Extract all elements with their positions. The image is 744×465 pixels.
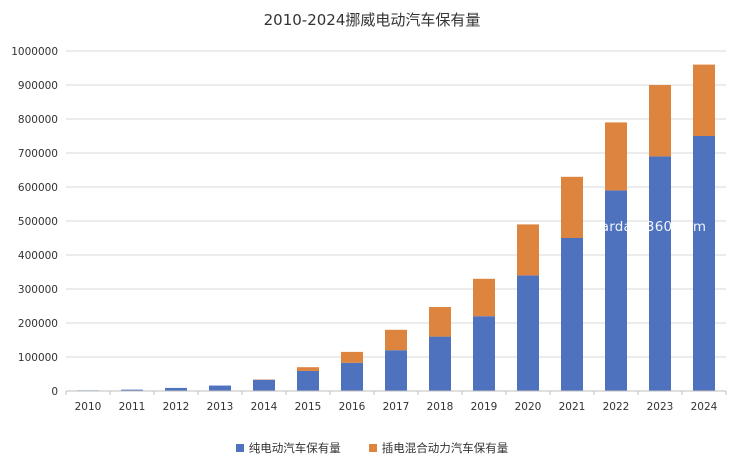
y-tick-label: 900000 [18,80,58,92]
bar-bev[interactable] [165,387,187,391]
x-tick-label: 2023 [647,401,674,413]
x-tick-label: 2017 [383,401,410,413]
bar-phev[interactable] [473,278,495,317]
bar-phev[interactable] [561,176,583,238]
axis-layer: 0 100000 200000 300000 400000 500000 600000 700… [11,46,727,413]
bar-bev[interactable] [605,190,627,391]
bar-phev[interactable] [517,224,539,276]
bar-bev[interactable] [121,389,143,391]
bar-bev[interactable] [649,156,671,391]
x-tick-label: 2015 [295,401,322,413]
x-tick-label: 2018 [427,401,454,413]
y-tick-label: 800000 [18,114,58,126]
watermark: stardata360.com [588,219,707,235]
y-tick-label: 0 [51,386,58,398]
bar-phev[interactable] [385,329,407,351]
legend-label-phev: 插电混合动力汽车保有量 [381,441,509,455]
bar-phev[interactable] [605,122,627,191]
legend-swatch-phev [368,444,377,452]
bar-bev[interactable] [693,136,715,391]
bar-bev[interactable] [341,362,363,391]
bar-phev[interactable] [649,85,671,157]
chart-title: 2010-2024挪威电动汽车保有量 [263,11,481,29]
bar-phev[interactable] [429,307,451,337]
bar-phev[interactable] [341,351,363,363]
bar-phev[interactable] [693,64,715,136]
x-tick-label: 2011 [119,401,146,413]
y-tick-label: 200000 [18,318,58,330]
y-tick-label: 100000 [18,352,58,364]
x-tick-label: 2010 [75,401,102,413]
bar-bev[interactable] [429,336,451,391]
legend-swatch-bev [235,444,244,452]
y-tick-label: 700000 [18,148,58,160]
bar-phev[interactable] [297,367,319,371]
x-tick-label: 2024 [691,401,718,413]
y-tick-label: 400000 [18,250,58,262]
legend: 纯电动汽车保有量 插电混合动力汽车保有量 [0,440,744,456]
bar-bev[interactable] [517,275,539,391]
x-tick-label: 2012 [163,401,190,413]
bar-bev[interactable] [473,316,495,391]
x-tick-label: 2022 [603,401,630,413]
y-tick-label: 500000 [18,216,58,228]
x-tick-label: 2021 [559,401,586,413]
x-tick-label: 2019 [471,401,498,413]
y-tick-label: 1000000 [11,46,58,58]
bar-bev[interactable] [385,350,407,391]
x-tick-label: 2014 [251,401,278,413]
legend-item-bev[interactable]: 纯电动汽车保有量 [235,440,341,456]
bar-bev[interactable] [253,379,275,391]
y-tick-label: 300000 [18,284,58,296]
legend-label-bev: 纯电动汽车保有量 [248,441,341,455]
bar-layer [77,64,715,391]
y-tick-label: 600000 [18,182,58,194]
x-tick-label: 2020 [515,401,542,413]
bar-bev[interactable] [209,385,231,391]
legend-item-phev[interactable]: 插电混合动力汽车保有量 [368,440,509,456]
x-tick-label: 2016 [339,401,366,413]
bar-bev[interactable] [561,238,583,391]
bar-bev[interactable] [297,370,319,391]
x-tick-label: 2013 [207,401,234,413]
